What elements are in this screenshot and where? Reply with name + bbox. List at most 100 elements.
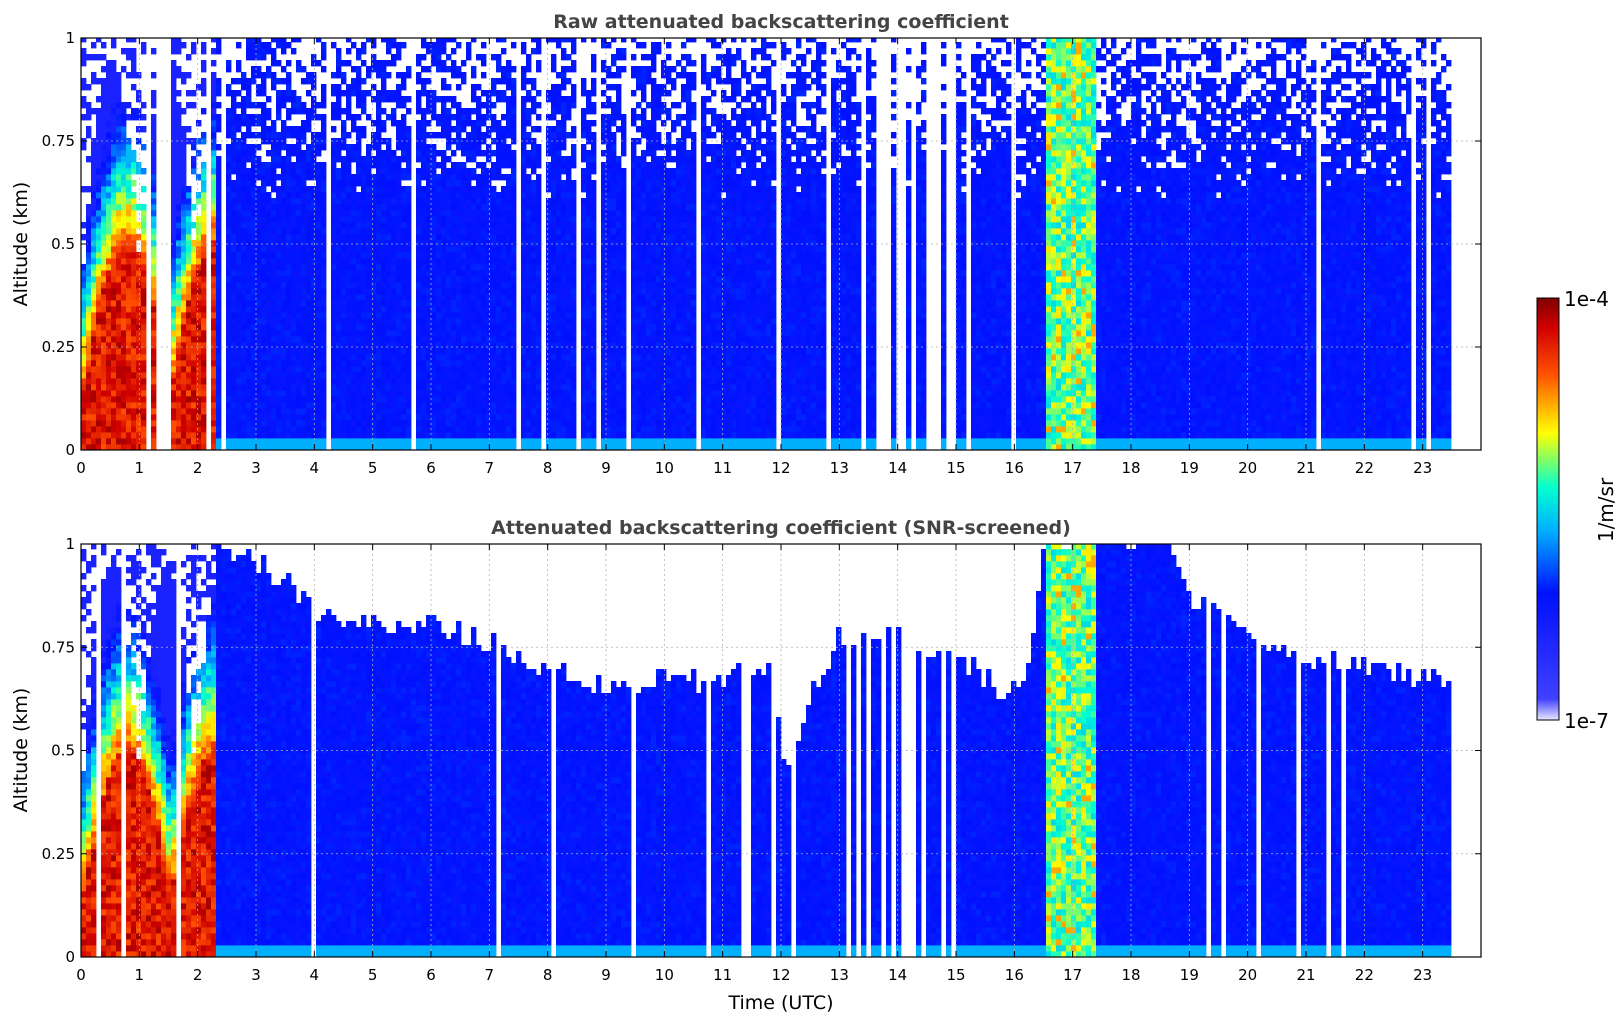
heatmap-cell: [476, 312, 482, 319]
heatmap-cell: [301, 228, 307, 235]
heatmap-cell: [421, 78, 427, 85]
heatmap-cell: [211, 426, 217, 433]
heatmap-cell: [126, 38, 132, 43]
heatmap-cell: [131, 300, 137, 307]
heatmap-cell: [91, 78, 97, 85]
heatmap-cell: [116, 192, 122, 199]
heatmap-cell: [341, 132, 347, 139]
heatmap-cell: [496, 168, 502, 175]
heatmap-cell: [251, 144, 257, 151]
heatmap-cell: [201, 426, 207, 433]
heatmap-cell: [116, 378, 122, 385]
heatmap-cell: [521, 336, 527, 343]
heatmap-cell: [511, 270, 517, 277]
heatmap-cell: [376, 426, 382, 433]
heatmap-cell: [446, 144, 452, 151]
heatmap-cell: [301, 162, 307, 169]
heatmap-cell: [116, 306, 122, 313]
heatmap-cell: [536, 258, 542, 265]
heatmap-cell: [496, 294, 502, 301]
heatmap-cell: [291, 282, 297, 289]
heatmap-cell: [491, 138, 497, 145]
heatmap-cell: [376, 240, 382, 247]
heatmap-cell: [351, 390, 357, 397]
heatmap-cell: [401, 156, 407, 163]
heatmap-cell: [451, 330, 457, 337]
heatmap-cell: [431, 342, 437, 349]
heatmap-cell: [311, 282, 317, 289]
heatmap-cell: [376, 366, 382, 373]
heatmap-cell: [106, 234, 112, 241]
heatmap-cell: [341, 126, 347, 133]
heatmap-cell: [106, 156, 112, 163]
heatmap-cell: [296, 66, 302, 73]
heatmap-cell: [416, 240, 422, 247]
heatmap-cell: [426, 264, 432, 271]
heatmap-cell: [391, 306, 397, 313]
heatmap-cell: [416, 312, 422, 319]
heatmap-cell: [81, 330, 87, 337]
heatmap-cell: [351, 282, 357, 289]
heatmap-cell: [436, 396, 442, 403]
heatmap-cell: [471, 414, 477, 421]
heatmap-cell: [291, 408, 297, 415]
heatmap-cell: [106, 360, 112, 367]
heatmap-cell: [111, 354, 117, 361]
heatmap-cell: [346, 384, 352, 391]
heatmap-cell: [396, 330, 402, 337]
heatmap-cell: [281, 42, 287, 49]
heatmap-cell: [456, 192, 462, 199]
heatmap-cell: [101, 66, 107, 73]
heatmap-cell: [236, 390, 242, 397]
heatmap-cell: [231, 156, 237, 163]
heatmap-cell: [181, 348, 187, 355]
heatmap-cell: [366, 348, 372, 355]
heatmap-cell: [341, 234, 347, 241]
heatmap-cell: [131, 60, 137, 67]
heatmap-cell: [331, 432, 337, 439]
heatmap-cell: [476, 54, 482, 61]
heatmap-cell: [456, 366, 462, 373]
heatmap-cell: [421, 162, 427, 169]
heatmap-cell: [96, 282, 102, 289]
heatmap-cell: [331, 252, 337, 259]
heatmap-cell: [121, 156, 127, 163]
heatmap-cell: [171, 294, 177, 301]
heatmap-cell: [431, 396, 437, 403]
heatmap-cell: [81, 354, 87, 361]
heatmap-cell: [81, 372, 87, 379]
heatmap-cell: [231, 282, 237, 289]
heatmap-cell: [531, 180, 537, 187]
heatmap-cell: [241, 384, 247, 391]
heatmap-cell: [276, 282, 282, 289]
heatmap-cell: [496, 156, 502, 163]
heatmap-cell: [321, 162, 327, 169]
heatmap-cell: [226, 222, 232, 229]
heatmap-cell: [266, 240, 272, 247]
heatmap-column: [271, 38, 277, 450]
heatmap-cell: [356, 162, 362, 169]
heatmap-cell: [336, 234, 342, 241]
heatmap-cell: [496, 288, 502, 295]
heatmap-cell: [506, 378, 512, 385]
heatmap-cell: [336, 216, 342, 223]
heatmap-cell: [271, 426, 277, 433]
heatmap-cell: [486, 282, 492, 289]
heatmap-cell: [236, 180, 242, 187]
heatmap-cell: [196, 342, 202, 349]
heatmap-cell: [401, 84, 407, 91]
heatmap-cell: [211, 198, 217, 205]
heatmap-cell: [396, 414, 402, 421]
heatmap-cell: [271, 354, 277, 361]
heatmap-cell: [266, 108, 272, 115]
heatmap-cell: [426, 174, 432, 181]
heatmap-cell: [466, 240, 472, 247]
heatmap-cell: [306, 330, 312, 337]
heatmap-cell: [246, 402, 252, 409]
heatmap-cell: [526, 378, 532, 385]
heatmap-cell: [416, 354, 422, 361]
heatmap-cell: [171, 72, 177, 79]
heatmap-cell: [106, 372, 112, 379]
heatmap-cell: [381, 276, 387, 283]
heatmap-cell: [171, 258, 177, 265]
